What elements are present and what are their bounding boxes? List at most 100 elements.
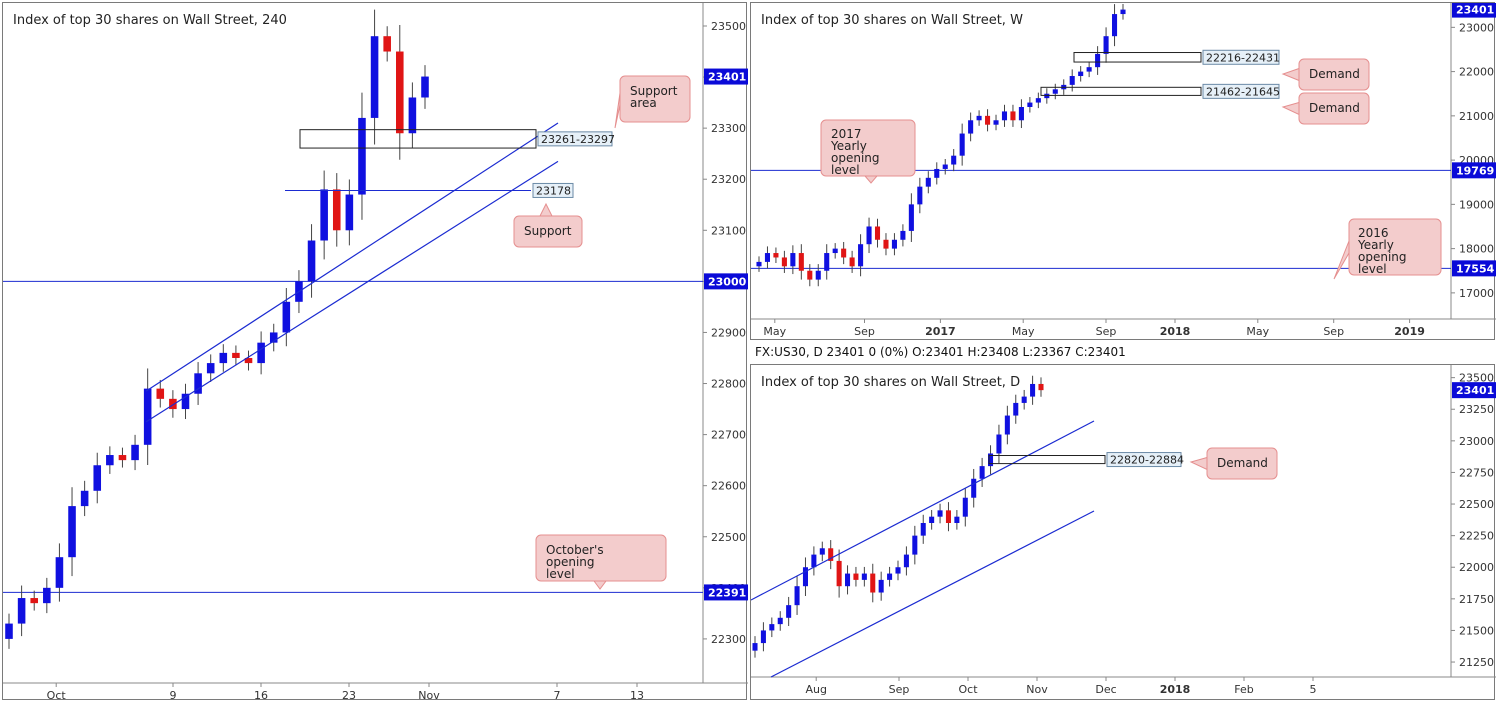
candle-body — [828, 548, 834, 561]
price-tag — [704, 68, 748, 85]
y-tick-label: 23500 — [711, 20, 746, 33]
candle-body — [836, 560, 842, 587]
candle-body — [1044, 93, 1050, 99]
chart-weekly-title: Index of top 30 shares on Wall Street, W — [761, 13, 1023, 28]
candle-body — [244, 357, 253, 364]
y-tick-label: 21750 — [1459, 593, 1494, 606]
candle-body — [929, 516, 935, 523]
candle-body — [824, 253, 830, 271]
candle-body — [985, 115, 991, 125]
support-area-callout-pointer — [614, 92, 621, 129]
y-tick-label: 22000 — [1459, 561, 1494, 574]
candle-body — [370, 36, 379, 118]
x-tick-label: Dec — [1095, 683, 1116, 696]
daily-demand-callout-text-line-0: Demand — [1217, 456, 1268, 470]
y-tick-label: 23500 — [1459, 372, 1494, 385]
price-tag — [1452, 260, 1496, 277]
chart-240-panel[interactable]: 2230022400225002260022700228002290023000… — [2, 2, 748, 701]
channel-upper-line — [145, 122, 559, 392]
demand-callout-upper-box — [1298, 58, 1370, 91]
candle-body — [802, 567, 808, 587]
2016-yearly-callout-text-line-1: Yearly — [1357, 238, 1394, 252]
x-tick-label: 2018 — [1160, 325, 1191, 338]
candle-body — [819, 548, 825, 555]
candle-body — [815, 270, 821, 280]
chart-weekly-panel[interactable]: 17000 18000 19000 20000 21000 22000 23000 May Se… — [750, 2, 1496, 340]
candle-body — [1027, 102, 1033, 107]
candle-body — [396, 51, 404, 134]
candle-body — [870, 573, 876, 593]
daily-demand-zone-label: 22820-22884 — [1110, 454, 1184, 467]
candle-body — [282, 301, 291, 333]
x-tick-label: 16 — [254, 689, 268, 701]
price-tag — [704, 584, 748, 601]
2016-yearly-callout-text-line-2: opening — [1358, 250, 1407, 264]
y-tick-label: 23250 — [1459, 403, 1494, 416]
candle-body — [841, 248, 847, 258]
support-callout-box — [513, 215, 583, 248]
october-opening-callout-text-line-0: October's — [546, 543, 604, 557]
support-area-label-box — [537, 131, 613, 147]
x-tick-label: May — [1246, 325, 1269, 338]
2016-yearly-callout-text-line-0: 2016 — [1358, 226, 1389, 240]
candle-body — [1035, 98, 1041, 103]
candle-body — [307, 240, 316, 282]
y-tick-label: 17000 — [1459, 287, 1494, 300]
candle-body — [332, 189, 341, 231]
2017-yearly-callout-pointer — [863, 175, 879, 184]
candle-body — [866, 226, 872, 245]
2017-yearly-callout-text-line-2: opening — [831, 151, 880, 165]
candle-body — [962, 497, 968, 517]
x-tick-label: 2018 — [1160, 683, 1191, 696]
candle-body — [93, 465, 102, 491]
candle-body — [760, 630, 766, 644]
chart-240-svg: 2230022400225002260022700228002290023000… — [3, 3, 748, 701]
candle-body — [1013, 402, 1019, 416]
2016-yearly-callout — [1333, 218, 1442, 280]
y-tick-label: 19000 — [1459, 198, 1494, 211]
candle-body — [219, 352, 228, 364]
x-tick-label: Sep — [889, 683, 910, 696]
candle-body — [781, 257, 787, 267]
x-tick-label: 2017 — [925, 325, 956, 338]
support-area-callout-text-line-0: Support — [630, 84, 678, 98]
support-callout-pointer — [539, 202, 553, 217]
x-tick-label: Oct — [958, 683, 978, 696]
y-tick-label: 22500 — [711, 531, 746, 544]
price-tag — [704, 273, 748, 290]
candle-body — [1010, 111, 1016, 121]
candle-body — [993, 120, 999, 125]
demand-zone-upper-label: 22216-22431 — [1206, 51, 1280, 64]
chart-daily-panel[interactable]: 21250 21500 21750 22000 22250 22500 22750 23000… — [750, 364, 1496, 700]
candle-body — [903, 554, 909, 568]
october-opening-callout — [535, 534, 667, 590]
candle-body — [752, 643, 758, 651]
candle-body — [790, 253, 796, 267]
candle-body — [1038, 383, 1044, 391]
candle-body — [169, 398, 177, 410]
candle-body — [1111, 14, 1118, 37]
candle-body — [269, 332, 278, 343]
2017-yearly-callout-text-line-3: level — [831, 163, 860, 177]
candle-body — [30, 598, 38, 604]
y-tick-label: 21500 — [1459, 624, 1494, 637]
y-tick-label: 22600 — [711, 480, 746, 493]
price-tag-label: 17554 — [1456, 262, 1495, 275]
x-tick-label: May — [1012, 325, 1035, 338]
daily-demand-zone — [988, 455, 1106, 465]
price-tag-label: 19769 — [1456, 164, 1494, 177]
candle-body — [1052, 89, 1058, 94]
candle-body — [17, 598, 26, 624]
x-tick-label: 5 — [1310, 683, 1317, 696]
candle-body — [320, 189, 328, 241]
candle-body — [878, 579, 884, 593]
candle-body — [5, 623, 13, 639]
candle-body — [807, 270, 813, 280]
y-tick-label: 22800 — [711, 378, 746, 391]
candle-body — [853, 573, 859, 580]
candle-body — [764, 253, 771, 262]
candle-body — [900, 230, 906, 240]
candle-body — [1001, 111, 1008, 121]
candle-body — [80, 490, 89, 507]
